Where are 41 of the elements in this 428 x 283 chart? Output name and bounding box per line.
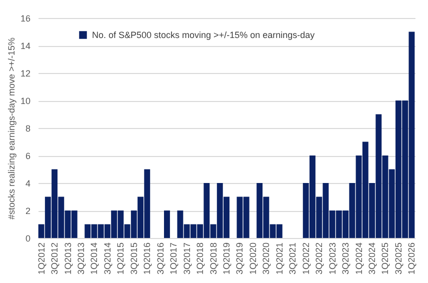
x-tick-label: 3Q2012 <box>50 242 60 275</box>
x-tick-label: 1Q2022 <box>300 242 311 275</box>
x-tick-label: 3Q2013 <box>76 242 86 275</box>
x-tick-label: 3Q2018 <box>208 242 218 275</box>
y-tick-label: 16 <box>20 14 30 24</box>
x-tick-label: 1Q2014 <box>89 242 100 275</box>
x-tick-label: 3Q2021 <box>288 242 298 275</box>
x-tick-label: 1Q2015 <box>116 242 126 275</box>
y-tick-label: 14 <box>20 41 30 51</box>
x-tick-label: 3Q2023 <box>340 242 351 275</box>
y-axis-title: #stocks realizing earnings-day move >+/-15% <box>6 37 16 220</box>
x-tick-label: 3Q2022 <box>314 242 324 275</box>
x-tick-label: 1Q2017 <box>168 242 179 275</box>
y-tick-label: 8 <box>25 124 30 134</box>
x-tick-label: 1Q2012 <box>36 242 46 275</box>
x-tick-label: 1Q2019 <box>222 242 232 275</box>
x-tick-label: 1Q2023 <box>327 242 338 275</box>
x-tick-label: 3Q2014 <box>102 242 112 275</box>
legend-label: No. of S&P500 stocks moving >+/-15% on earnings-day <box>92 30 316 40</box>
x-tick-label: 3Q2025 <box>393 242 404 275</box>
bar <box>164 210 170 238</box>
x-tick-label: 1Q2026 <box>406 242 417 275</box>
x-tick-label: 1Q2016 <box>142 242 152 275</box>
x-tick-label: 3Q2020 <box>261 242 272 275</box>
x-tick-label: 1Q2021 <box>274 242 284 275</box>
y-tick-label: 6 <box>25 151 30 161</box>
x-tick-label: 3Q2019 <box>234 242 245 275</box>
x-tick-label: 1Q2025 <box>380 242 390 275</box>
x-tick-label: 1Q2013 <box>62 242 73 275</box>
x-tick-label: 1Q2020 <box>248 242 258 275</box>
x-tick-label: 1Q2024 <box>354 242 364 275</box>
y-tick-label: 10 <box>20 96 30 106</box>
x-tick-label: 3Q2015 <box>128 242 139 275</box>
x-tick-label: 3Q2024 <box>367 242 378 275</box>
x-tick-label: 3Q2016 <box>155 242 166 275</box>
y-tick-label: 12 <box>20 68 30 78</box>
y-tick-label: 0 <box>25 234 30 244</box>
y-tick-label: 2 <box>25 206 30 216</box>
y-tick-label: 4 <box>25 178 30 188</box>
x-tick-label: 1Q2018 <box>195 242 206 275</box>
x-tick-label: 3Q2017 <box>182 242 192 275</box>
